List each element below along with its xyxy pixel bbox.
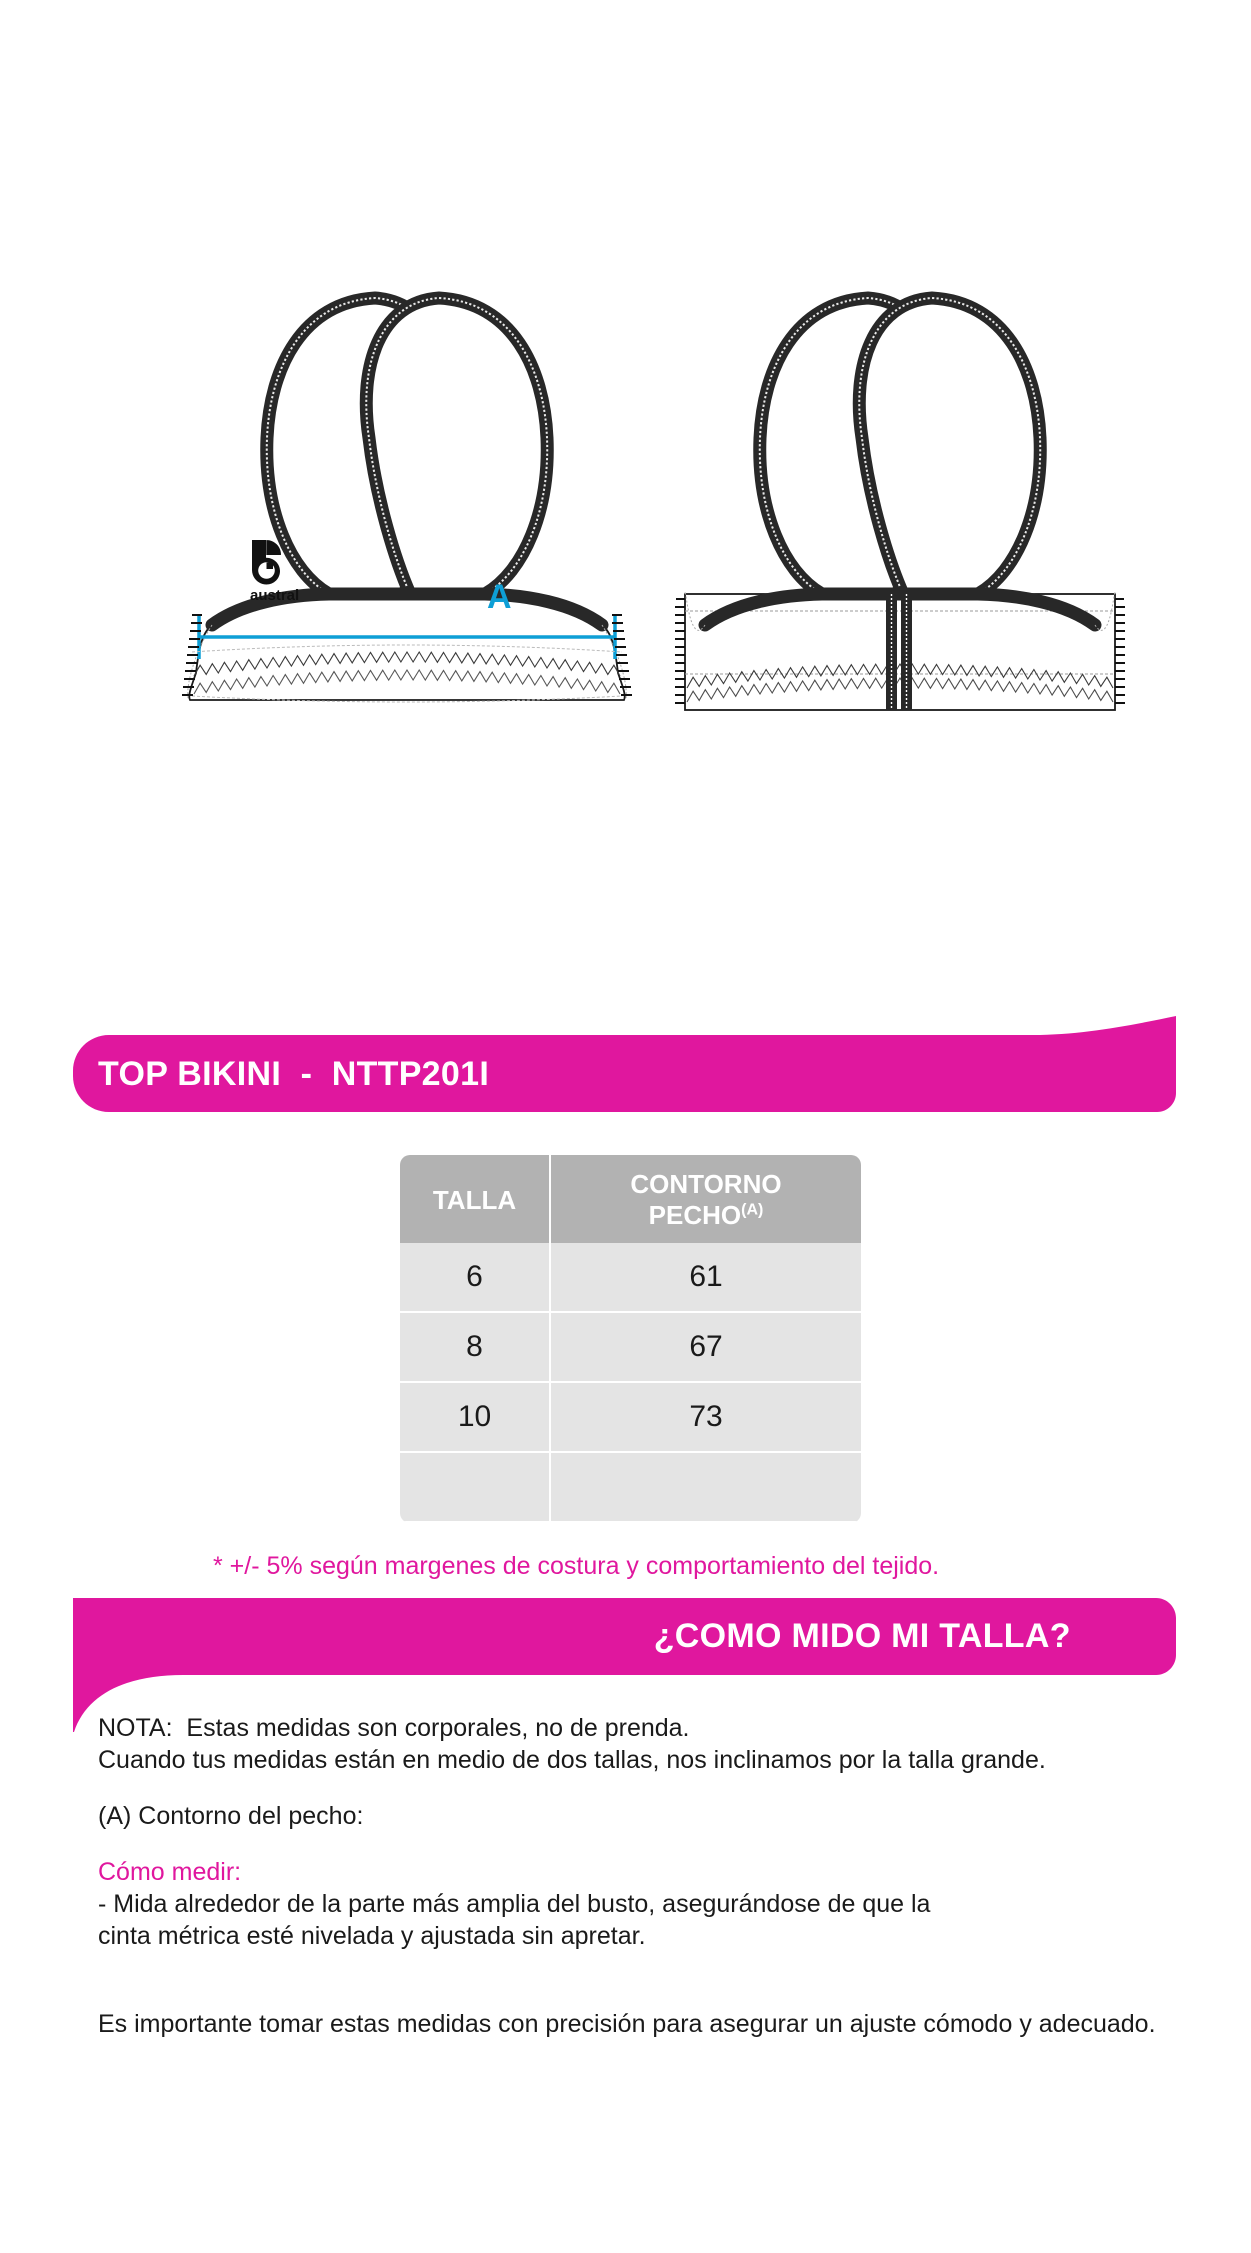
svg-text:austral: austral	[250, 587, 299, 604]
svg-text:A: A	[487, 578, 512, 616]
